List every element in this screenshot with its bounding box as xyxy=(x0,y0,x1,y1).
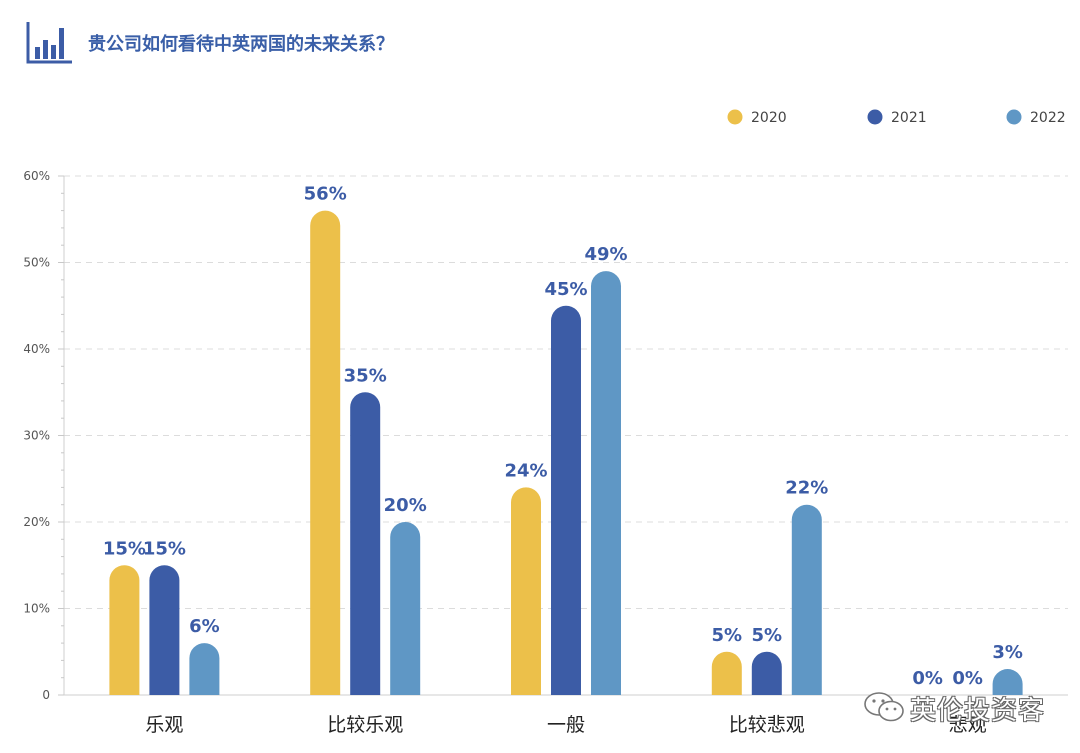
wechat-icon xyxy=(864,692,904,722)
bar-2022 xyxy=(992,669,1023,695)
x-tick-label: 比较悲观 xyxy=(729,714,805,736)
x-tick-label: 悲观 xyxy=(949,714,987,736)
data-label: 0% xyxy=(952,668,983,689)
legend-label: 2022 xyxy=(1030,110,1066,126)
data-label: 5% xyxy=(712,625,743,646)
watermark-text: 英伦投资客 xyxy=(910,696,1046,726)
x-tick-label: 乐观 xyxy=(145,714,183,736)
bar-chart-icon xyxy=(26,22,72,64)
data-label: 15% xyxy=(103,538,146,559)
data-label: 24% xyxy=(504,460,547,481)
bar-2021 xyxy=(149,565,180,695)
bar-2022 xyxy=(591,271,621,695)
bar-2020 xyxy=(711,651,742,695)
y-tick-label: 10% xyxy=(23,602,50,616)
data-label: 35% xyxy=(344,365,387,386)
data-label: 5% xyxy=(752,625,783,646)
legend-label: 2021 xyxy=(891,110,927,126)
data-label: 49% xyxy=(584,244,627,265)
bar-2020 xyxy=(511,487,541,695)
y-tick-label: 60% xyxy=(23,169,50,183)
data-label: 15% xyxy=(143,538,186,559)
y-tick-label: 50% xyxy=(23,256,50,270)
bar-2020 xyxy=(310,210,341,695)
x-tick-label: 比较乐观 xyxy=(327,714,403,736)
legend-marker xyxy=(867,109,883,125)
data-label: 56% xyxy=(304,184,347,205)
y-tick-label: 20% xyxy=(23,515,50,529)
y-tick-label: 0 xyxy=(42,688,50,702)
bar-2022 xyxy=(791,504,822,695)
bar-2022 xyxy=(390,522,421,695)
bar-2020 xyxy=(109,565,140,695)
data-label: 0% xyxy=(912,668,943,689)
data-label: 45% xyxy=(544,279,587,300)
data-label: 22% xyxy=(785,478,828,499)
legend-marker xyxy=(1006,109,1022,125)
data-label: 3% xyxy=(992,642,1023,663)
chart-title: 贵公司如何看待中英两国的未来关系？ xyxy=(88,34,394,55)
bar-2021 xyxy=(751,651,782,695)
bar-2022 xyxy=(189,643,220,695)
bar-2021 xyxy=(350,392,381,695)
x-tick-label: 一般 xyxy=(547,714,585,736)
bar-2021 xyxy=(551,305,581,695)
legend-marker xyxy=(727,109,743,125)
data-label: 6% xyxy=(189,616,220,637)
y-tick-label: 40% xyxy=(23,342,50,356)
y-tick-label: 30% xyxy=(23,429,50,443)
data-label: 20% xyxy=(384,495,427,516)
legend-label: 2020 xyxy=(751,110,787,126)
